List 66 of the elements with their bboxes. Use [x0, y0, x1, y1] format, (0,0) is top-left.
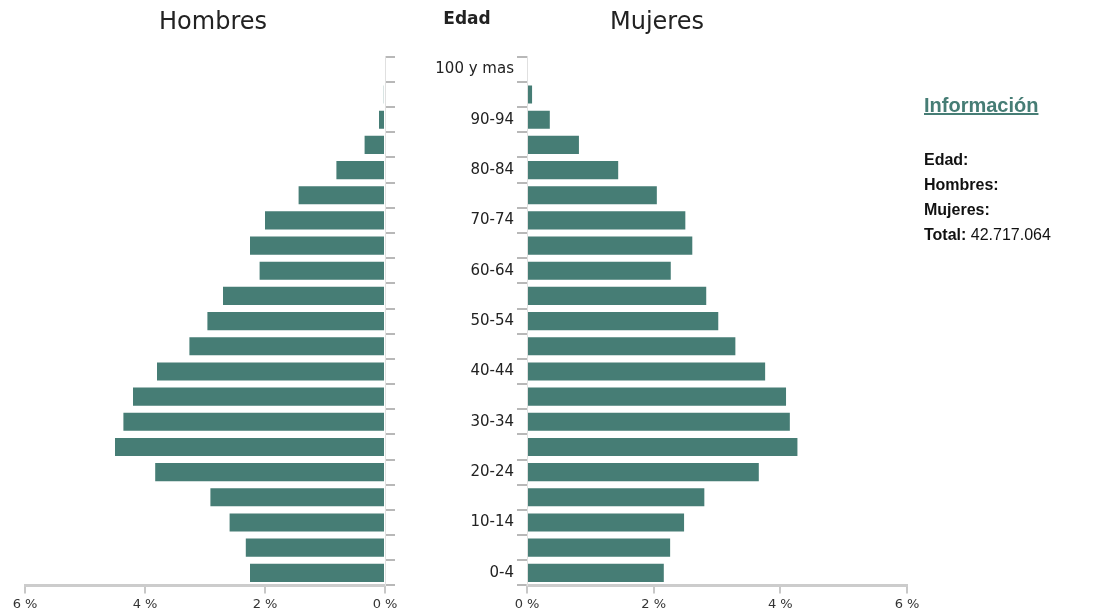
bar: [336, 161, 384, 180]
bar: [207, 312, 384, 331]
bar: [528, 110, 550, 129]
bar: [223, 286, 384, 305]
bar: [250, 236, 384, 255]
bar: [155, 463, 384, 482]
bar: [189, 337, 384, 356]
bar: [528, 286, 707, 305]
text: Total: 42.717.064: [924, 225, 1052, 245]
chart-title: Hombres: [159, 6, 267, 35]
bar: [528, 563, 664, 582]
bar: [229, 513, 384, 532]
y-tick-label: 90-94: [470, 109, 514, 128]
y-axis-title: Edad: [442, 8, 492, 28]
bar: [528, 362, 766, 381]
bar: [528, 161, 619, 180]
bar: [528, 337, 736, 356]
y-tick-label: 30-34: [470, 411, 514, 430]
x-tick-label: 0 %: [514, 595, 540, 611]
bar: [528, 261, 671, 280]
bar: [250, 563, 384, 582]
y-tick-label: 70-74: [470, 210, 514, 229]
x-tick-label: 6 %: [12, 595, 38, 611]
bar: [528, 186, 657, 205]
y-tick-label: 10-14: [470, 512, 514, 531]
x-tick-label: 2 %: [252, 595, 278, 611]
bar: [115, 437, 384, 457]
bar: [528, 538, 671, 557]
bar: [528, 236, 693, 255]
bar: [528, 211, 686, 230]
text: Información: [924, 94, 1040, 117]
x-tick-label: 2 %: [641, 595, 667, 611]
bar: [364, 135, 384, 154]
text: Mujeres:: [924, 201, 990, 218]
y-tick-label: 50-54: [470, 310, 514, 329]
bar: [133, 387, 384, 406]
bar: [245, 538, 384, 557]
bar: [528, 387, 787, 406]
text: Edad:: [924, 151, 969, 168]
bar: [528, 437, 798, 457]
bar: [528, 513, 685, 532]
text: Hombres:: [924, 176, 999, 193]
y-tick-label: 40-44: [470, 361, 514, 380]
x-tick-label: 4 %: [767, 595, 793, 611]
x-tick-label: 4 %: [132, 595, 158, 611]
bar: [259, 261, 384, 280]
x-tick-label: 0 %: [372, 595, 398, 611]
x-tick-label: 6 %: [894, 595, 920, 611]
bar: [528, 488, 705, 507]
y-tick-label: 60-64: [470, 260, 514, 279]
y-tick-label: 100 y mas: [435, 59, 515, 78]
y-tick-label: 0-4: [489, 562, 514, 581]
bar: [298, 186, 384, 205]
y-tick-label: 20-24: [470, 462, 514, 481]
bar: [528, 135, 579, 154]
bar: [528, 463, 759, 482]
bar: [265, 211, 384, 230]
bar: [210, 488, 384, 507]
bar: [379, 110, 384, 129]
chart-title: Mujeres: [610, 6, 704, 35]
bar: [528, 312, 719, 331]
bar: [157, 362, 384, 381]
y-tick-label: 80-84: [470, 159, 514, 178]
bar: [528, 412, 790, 431]
bar: [528, 85, 533, 104]
bar: [123, 412, 384, 431]
